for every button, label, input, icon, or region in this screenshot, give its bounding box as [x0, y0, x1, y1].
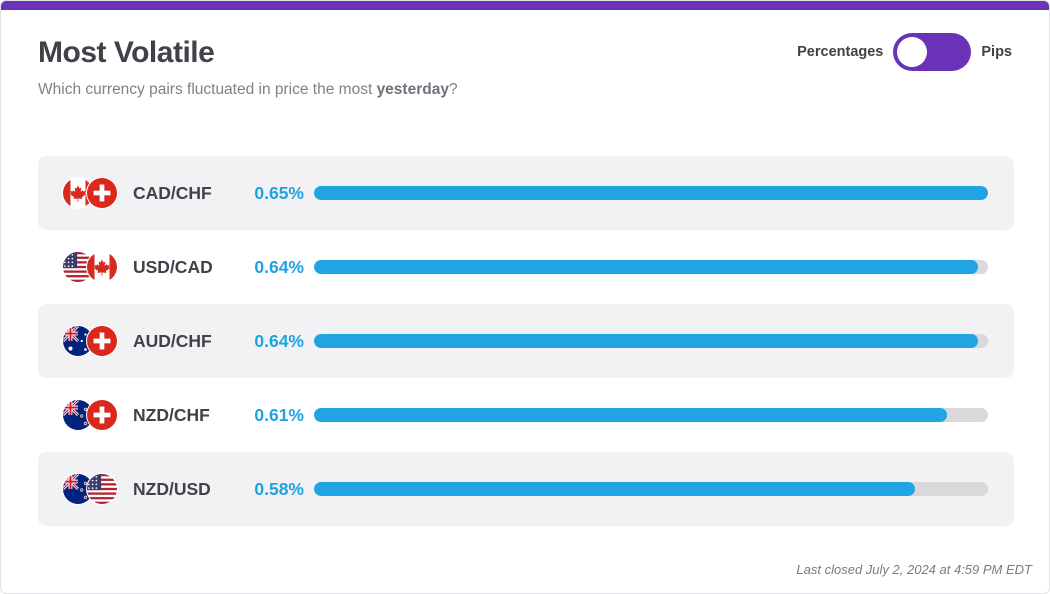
volatility-bar-fill: [314, 408, 947, 422]
volatility-percent: 0.64%: [254, 331, 304, 351]
accent-top-bar: [1, 1, 1049, 10]
currency-pair-label: NZD/CHF: [133, 405, 210, 425]
volatility-list: CAD/CHF 0.65% USD/CAD 0.64% AUD/CHF 0.64…: [38, 156, 1014, 526]
list-item-aud-chf[interactable]: AUD/CHF 0.64%: [38, 304, 1014, 378]
volatility-bar-track: [314, 482, 988, 496]
volatility-percent: 0.65%: [254, 183, 304, 203]
subtitle-end: ?: [448, 81, 458, 98]
list-item-nzd-chf[interactable]: NZD/CHF 0.61%: [38, 378, 1014, 452]
volatility-bar-fill: [314, 482, 916, 496]
canada-flag-icon: [86, 251, 118, 283]
units-toggle-switch[interactable]: [893, 33, 972, 71]
australia-flag-icon: [62, 325, 94, 357]
volatility-percent: 0.61%: [254, 405, 304, 425]
currency-pair-label: USD/CAD: [133, 257, 213, 277]
currency-pair-label: NZD/USD: [133, 479, 211, 499]
volatility-bar-track: [314, 186, 988, 200]
flag-pair: [62, 324, 122, 358]
list-item-cad-chf[interactable]: CAD/CHF 0.65%: [38, 156, 1014, 230]
switzerland-flag-icon: [86, 177, 118, 209]
toggle-knob[interactable]: [897, 37, 928, 67]
currency-pair-label: CAD/CHF: [133, 183, 212, 203]
toggle-label-pips[interactable]: Pips: [981, 44, 1012, 60]
switzerland-flag-icon: [86, 325, 118, 357]
volatility-bar-fill: [314, 186, 988, 200]
page-subtitle: Which currency pairs fluctuated in price…: [38, 81, 458, 99]
list-item-nzd-usd[interactable]: NZD/USD 0.58%: [38, 452, 1014, 526]
volatility-percent: 0.64%: [254, 257, 304, 277]
switzerland-flag-icon: [86, 399, 118, 431]
last-closed-timestamp: Last closed July 2, 2024 at 4:59 PM EDT: [796, 562, 1032, 577]
subtitle-emphasis: yesterday: [376, 81, 449, 98]
volatility-bar-fill: [314, 260, 978, 274]
flag-pair: [62, 472, 122, 506]
flag-pair: [62, 250, 122, 284]
page-title: Most Volatile: [38, 36, 215, 69]
subtitle-text: Which currency pairs fluctuated in price…: [38, 81, 377, 98]
volatility-percent: 0.58%: [254, 479, 304, 499]
flag-pair: [62, 176, 122, 210]
list-item-usd-cad[interactable]: USD/CAD 0.64%: [38, 230, 1014, 304]
usa-flag-icon: [86, 473, 118, 505]
currency-pair-label: AUD/CHF: [133, 331, 212, 351]
units-toggle-group: Percentages Pips: [797, 33, 1012, 71]
flag-pair: [62, 398, 122, 432]
volatility-bar-track: [314, 334, 988, 348]
volatility-bar-fill: [314, 334, 978, 348]
toggle-label-percentages[interactable]: Percentages: [797, 44, 884, 60]
volatility-bar-track: [314, 260, 988, 274]
volatility-bar-track: [314, 408, 988, 422]
